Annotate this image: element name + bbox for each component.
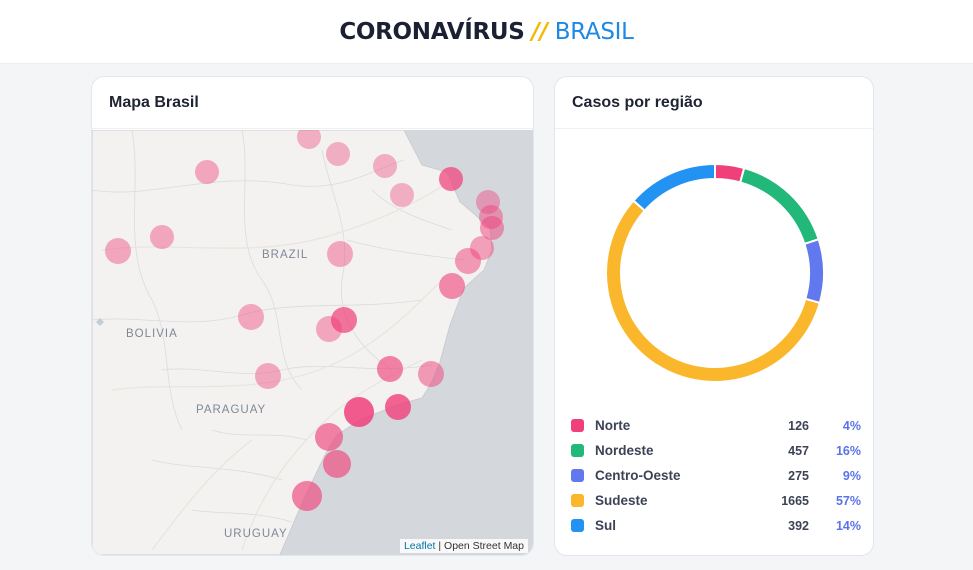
case-marker[interactable] (292, 481, 322, 511)
leaflet-link[interactable]: Leaflet (403, 540, 436, 552)
legend-label: Sudeste (595, 493, 648, 508)
case-marker[interactable] (390, 183, 414, 207)
case-marker[interactable] (323, 450, 351, 478)
case-marker[interactable] (439, 273, 465, 299)
legend-item[interactable]: Sul 392 14% (571, 513, 861, 538)
attribution-separator: | (435, 540, 445, 552)
legend-swatch (571, 419, 584, 432)
legend-value: 126 (788, 418, 809, 433)
case-marker[interactable] (255, 363, 281, 389)
case-marker[interactable] (480, 216, 504, 240)
case-marker[interactable] (195, 160, 219, 184)
case-marker[interactable] (455, 248, 481, 274)
legend-percent: 57% (835, 493, 861, 508)
chart-card: Casos por região Norte 126 4% Nordeste 457 16… (554, 76, 874, 556)
legend-value: 392 (788, 518, 809, 533)
brazil-map[interactable]: BRAZIL BOLIVIA PARAGUAY URUGUAY Leaflet … (92, 130, 533, 555)
slice-nordeste[interactable] (738, 166, 820, 246)
legend-value: 1665 (781, 493, 809, 508)
chart-legend: Norte 126 4% Nordeste 457 16% Centro-Oeste 275 9… (571, 413, 861, 538)
legend-percent: 16% (835, 443, 861, 458)
legend-percent: 9% (842, 468, 861, 483)
legend-item[interactable]: Centro-Oeste 275 9% (571, 463, 861, 488)
case-marker[interactable] (344, 397, 374, 427)
legend-item[interactable]: Norte 126 4% (571, 413, 861, 438)
case-marker[interactable] (331, 307, 357, 333)
case-marker[interactable] (297, 130, 321, 149)
map-canvas[interactable]: BRAZIL BOLIVIA PARAGUAY URUGUAY (92, 130, 533, 555)
legend-percent: 14% (835, 518, 861, 533)
case-marker[interactable] (418, 361, 444, 387)
app-title-main: CORONAVÍRUS (339, 18, 525, 45)
case-markers (105, 130, 504, 511)
case-marker[interactable] (315, 423, 343, 451)
legend-value: 275 (788, 468, 809, 483)
legend-label: Centro-Oeste (595, 468, 681, 483)
case-marker[interactable] (385, 394, 411, 420)
legend-swatch (571, 469, 584, 482)
slice-sudeste[interactable] (605, 199, 822, 383)
case-marker[interactable] (373, 154, 397, 178)
legend-swatch (571, 444, 584, 457)
legend-swatch (571, 519, 584, 532)
legend-percent: 4% (842, 418, 861, 433)
legend-item[interactable]: Nordeste 457 16% (571, 438, 861, 463)
slice-sul[interactable] (632, 162, 716, 213)
slice-norte[interactable] (714, 162, 746, 184)
case-marker[interactable] (316, 316, 342, 342)
map-label-bolivia: BOLIVIA (126, 328, 178, 340)
legend-label: Nordeste (595, 443, 654, 458)
legend-label: Sul (595, 518, 617, 533)
legend-label: Norte (595, 418, 631, 433)
legend-swatch (571, 494, 584, 507)
legend-value: 457 (788, 443, 809, 458)
donut-chart[interactable] (605, 162, 825, 388)
map-card: Mapa Brasil (91, 76, 534, 556)
donut-svg[interactable] (605, 162, 825, 383)
case-marker[interactable] (327, 241, 353, 267)
map-card-title: Mapa Brasil (92, 77, 533, 129)
map-label-brazil: BRAZIL (262, 249, 308, 261)
app-title-separator: // (531, 18, 549, 45)
map-label-paraguay: PARAGUAY (196, 404, 266, 416)
case-marker[interactable] (476, 190, 500, 214)
case-marker[interactable] (105, 238, 131, 264)
attribution-text: Open Street Map (444, 540, 524, 552)
slice-centro-oeste[interactable] (803, 238, 825, 305)
case-marker[interactable] (238, 304, 264, 330)
map-attribution: Leaflet | Open Street Map (399, 539, 528, 553)
chart-card-title: Casos por região (555, 77, 873, 129)
case-marker[interactable] (326, 142, 350, 166)
app-title-sub: BRASIL (554, 18, 634, 45)
map-label-uruguay: URUGUAY (224, 528, 288, 540)
case-marker[interactable] (439, 167, 463, 191)
app-header: CORONAVÍRUS // BRASIL (0, 0, 973, 64)
legend-item[interactable]: Sudeste 1665 57% (571, 488, 861, 513)
lake (96, 318, 104, 326)
case-marker[interactable] (150, 225, 174, 249)
case-marker[interactable] (377, 356, 403, 382)
